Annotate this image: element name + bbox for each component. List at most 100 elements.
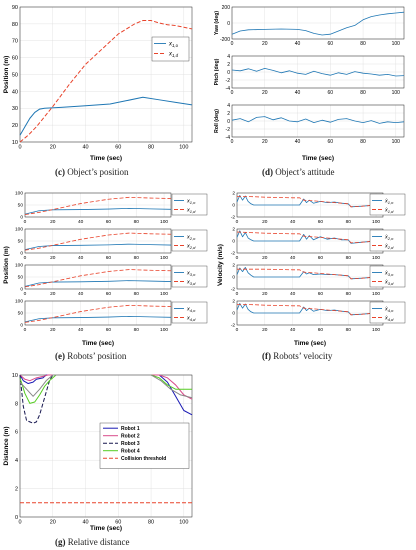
d2-y-tick-label: -4 (226, 86, 231, 92)
f-p3-x-tick-label: 20 (262, 291, 268, 297)
d2-x-tick-label: 20 (262, 90, 268, 96)
f-legend-entry: ẋ1,d (384, 208, 394, 215)
e-p4-y-tick-label: 100 (15, 299, 23, 305)
d2-x-tick-label: 0 (231, 90, 234, 96)
e-p3-legend: x3,o x3,d (171, 265, 208, 288)
e-p2-axes: 0 20 40 60 80 100 0 50 100 (15, 227, 172, 261)
g-legend-entry: Robot 3 (121, 441, 140, 447)
g-y-tick-label: 6 (15, 430, 18, 436)
f-p3-x-tick-label: 60 (318, 291, 324, 297)
f-y-axis-label: Velocity (m/s) (217, 244, 224, 286)
d3-y-tick-label: 0 (227, 119, 230, 125)
c-y-tick-label: 50 (12, 72, 18, 78)
e-p2-y-tick-label: 0 (20, 251, 23, 257)
d3-x-tick-label: 20 (262, 139, 268, 145)
e-p4-y-tick-label: 0 (20, 323, 23, 329)
f-p3-y-tick-label: 0 (232, 275, 235, 281)
e-p1-axes: 0 20 40 60 80 100 0 50 100 (15, 191, 172, 225)
e-legend-entry: x1,o (186, 199, 196, 206)
e-p4-axes-frame (24, 300, 172, 326)
f-p2-legend: ẋ2,o ẋ2,d (369, 229, 406, 252)
f-legend-entry: ẋ2,o (384, 235, 394, 242)
d1-y-tick-label: 200 (222, 5, 231, 11)
c-x-tick-label: 80 (148, 145, 154, 151)
f-p2-series-line-2 (236, 231, 383, 244)
e-p3-x-tick-label: 60 (106, 291, 112, 297)
f-p1-axes: 0 20 40 60 80 100-202 (231, 191, 384, 225)
e-legend-entry: x4,d (186, 316, 196, 323)
e-p1-x-tick-label: 60 (106, 219, 112, 225)
f-p2-y-tick-label: -2 (231, 251, 236, 257)
e-p3-series-line-2 (24, 269, 172, 288)
e-p1-x-tick-label: 20 (50, 219, 56, 225)
d3-y-tick-label: 4 (227, 103, 230, 109)
d1-axes-frame (231, 6, 405, 40)
c-series-line-1 (19, 96, 193, 136)
g-legend-entry: Robot 4 (121, 449, 140, 455)
e-p2-y-tick-label: 100 (15, 227, 23, 233)
f-p4-x-tick-label: 100 (372, 327, 380, 333)
d2-y-tick-label: 2 (227, 62, 230, 68)
e-p3-axes: 0 20 40 60 80 100 0 50 100 (15, 263, 172, 297)
f-legend-entry: ẋ4,d (384, 316, 394, 323)
d3-y-tick-label: 2 (227, 111, 230, 117)
f-p4-y-tick-label: 2 (232, 299, 235, 305)
c-y-tick-label: 80 (12, 22, 18, 28)
f-p3-y-tick-label: -2 (231, 287, 236, 293)
e-p2-y-tick-label: 50 (18, 239, 24, 245)
f-p1-x-tick-label: 100 (372, 219, 380, 225)
e-p2-x-tick-label: 80 (134, 255, 140, 261)
c-x-axis-label: Time (sec) (90, 155, 122, 162)
c-legend-box (151, 36, 190, 62)
g-y-axis-label: Distance (m) (3, 426, 10, 465)
d1-y-tick-label: 0 (227, 21, 230, 27)
e-x-axis-label: Time (sec) (82, 340, 114, 347)
f-p2-x-tick-label: 40 (290, 255, 296, 261)
g-series-line-3 (19, 374, 54, 424)
f-p4-series-line-2 (237, 304, 383, 316)
f-p3-x-tick-label: 100 (372, 291, 380, 297)
d1-x-tick-label: 40 (295, 41, 301, 47)
d2-y-axis-label: Pitch (deg) (214, 58, 220, 85)
e-legend-entry: x4,o (186, 307, 196, 314)
e-p2-x-tick-label: 40 (78, 255, 84, 261)
e-p4-series-line-2 (24, 304, 172, 323)
c-x-tick-label: 0 (18, 145, 21, 151)
d3-x-tick-label: 40 (295, 139, 301, 145)
d2-axes-frame (231, 55, 405, 89)
d2-y-tick-label: 0 (227, 70, 230, 76)
f-p3-y-tick-label: 2 (232, 263, 235, 269)
c-y-tick-label: 30 (12, 106, 18, 112)
f-p3-x-tick-label: 80 (346, 291, 352, 297)
c-y-tick-label: 20 (12, 123, 18, 129)
g-legend-entry: Robot 1 (121, 426, 140, 432)
e-p2-x-tick-label: 20 (50, 255, 56, 261)
f-p2-y-tick-label: 2 (232, 227, 235, 233)
d1-x-tick-label: 60 (328, 41, 334, 47)
f-p1-x-tick-label: 80 (346, 219, 352, 225)
f-p4-x-tick-label: 40 (290, 327, 296, 333)
e-p3-y-tick-label: 0 (20, 287, 23, 293)
d3-y-tick-label: -4 (226, 135, 231, 141)
c-x-tick-label: 60 (115, 145, 121, 151)
f-p2-y-tick-label: 0 (232, 239, 235, 245)
g-y-tick-label: 4 (15, 458, 18, 464)
c-x-tick-label: 40 (82, 145, 88, 151)
e-legend-entry: x2,d (186, 244, 196, 251)
d1-x-tick-label: 0 (231, 41, 234, 47)
e-p1-x-tick-label: 0 (24, 219, 27, 225)
e-p4-x-tick-label: 60 (106, 327, 112, 333)
d2-y-tick-label: 4 (227, 54, 230, 60)
g-series-line-4 (19, 374, 192, 404)
e-p1-x-tick-label: 80 (134, 219, 140, 225)
d1-x-tick-label: 20 (262, 41, 268, 47)
e-p2-x-tick-label: 0 (24, 255, 27, 261)
e-p4-axes: 0 20 40 60 80 100 0 50 100 (15, 299, 172, 333)
caption-e: (e) Robots’ position (55, 351, 127, 361)
g-series-line-5 (19, 374, 193, 399)
c-series-line-2 (19, 20, 193, 143)
d3-series-line-1 (231, 116, 405, 124)
